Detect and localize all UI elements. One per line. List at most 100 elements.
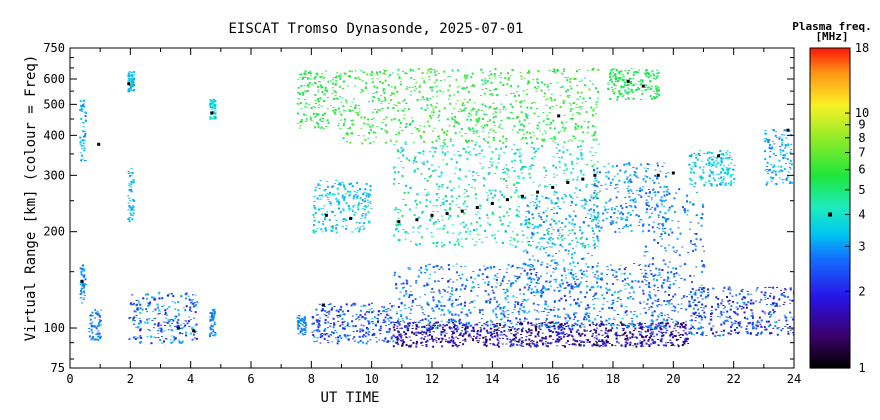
echo-point: [153, 296, 156, 299]
echo-point: [526, 284, 529, 286]
echo-point: [320, 208, 323, 210]
echo-point: [608, 306, 611, 309]
echo-point: [337, 123, 340, 125]
echo-point: [536, 88, 539, 90]
echo-point: [567, 89, 569, 92]
echo-point: [482, 313, 484, 315]
echo-point: [546, 197, 549, 199]
echo-point: [465, 238, 468, 241]
echo-point: [585, 164, 588, 165]
echo-point: [605, 218, 608, 220]
echo-point: [407, 329, 410, 332]
echo-point: [304, 316, 306, 319]
echo-point: [397, 150, 400, 152]
echo-point: [613, 291, 616, 294]
echo-point: [539, 339, 542, 342]
echo-point: [580, 91, 583, 94]
echo-point: [532, 201, 535, 203]
echo-point: [391, 321, 393, 323]
echo-point: [571, 114, 574, 116]
echo-point: [585, 238, 588, 240]
echo-point: [184, 297, 187, 300]
echo-point: [380, 325, 383, 327]
echo-point: [649, 216, 651, 218]
echo-point: [81, 107, 83, 110]
echo-point: [576, 178, 579, 181]
echo-point: [532, 79, 535, 81]
echo-point: [599, 341, 602, 343]
echo-point: [503, 106, 505, 109]
echo-point: [329, 323, 332, 325]
echo-point: [466, 331, 469, 333]
echo-point: [405, 337, 408, 339]
echo-point: [386, 106, 389, 109]
echo-point: [305, 119, 308, 121]
echo-point: [552, 164, 555, 167]
echo-point: [468, 309, 470, 312]
echo-point: [446, 324, 448, 327]
echo-point: [389, 303, 391, 305]
echo-point: [373, 332, 376, 335]
echo-point: [535, 329, 538, 332]
echo-point: [528, 258, 531, 261]
echo-point: [299, 121, 302, 124]
echo-point: [537, 318, 540, 320]
echo-point: [493, 330, 496, 333]
echo-point: [337, 107, 340, 110]
echo-point: [421, 162, 423, 164]
echo-point: [357, 206, 360, 208]
echo-point: [564, 164, 567, 167]
echo-point: [362, 71, 365, 73]
echo-point: [543, 247, 545, 250]
echo-point: [303, 334, 306, 335]
echo-point: [677, 345, 680, 348]
echo-region: [208, 98, 217, 120]
echo-point: [529, 167, 532, 169]
echo-point: [316, 320, 319, 323]
echo-point: [642, 275, 645, 278]
echo-point: [473, 300, 476, 302]
echo-point: [409, 285, 412, 287]
echo-point: [80, 288, 83, 290]
echo-point: [503, 178, 505, 180]
echo-point: [97, 339, 100, 341]
echo-point: [99, 315, 102, 318]
echo-point: [506, 290, 509, 293]
echo-point: [620, 334, 623, 336]
echo-point: [99, 324, 102, 326]
echo-point: [398, 276, 401, 279]
echo-point: [493, 344, 496, 346]
echo-point: [459, 332, 462, 335]
echo-point: [634, 343, 637, 346]
echo-point: [373, 335, 376, 336]
echo-point: [341, 208, 344, 210]
echo-point: [526, 237, 529, 239]
echo-point: [537, 185, 540, 187]
echo-point: [504, 323, 507, 326]
echo-point: [211, 317, 214, 320]
echo-point: [666, 279, 669, 281]
echo-point: [561, 126, 564, 129]
echo-point: [527, 210, 530, 212]
echo-point: [396, 149, 399, 152]
echo-point: [344, 110, 347, 112]
echo-point: [305, 324, 307, 326]
echo-point: [459, 231, 462, 233]
echo-point: [528, 284, 531, 286]
echo-point: [399, 333, 402, 335]
echo-point: [447, 299, 450, 301]
echo-point: [360, 116, 363, 119]
echo-point: [438, 176, 441, 178]
echo-point: [549, 223, 552, 226]
echo-point: [491, 289, 494, 291]
echo-point: [389, 316, 392, 319]
echo-point: [546, 266, 549, 269]
echo-point: [394, 271, 397, 274]
echo-point: [82, 130, 85, 133]
echo-point: [625, 310, 628, 313]
echo-point: [658, 304, 661, 305]
echo-point: [531, 342, 534, 345]
echo-point: [349, 132, 352, 134]
echo-point: [337, 184, 340, 185]
echo-point: [363, 208, 366, 211]
